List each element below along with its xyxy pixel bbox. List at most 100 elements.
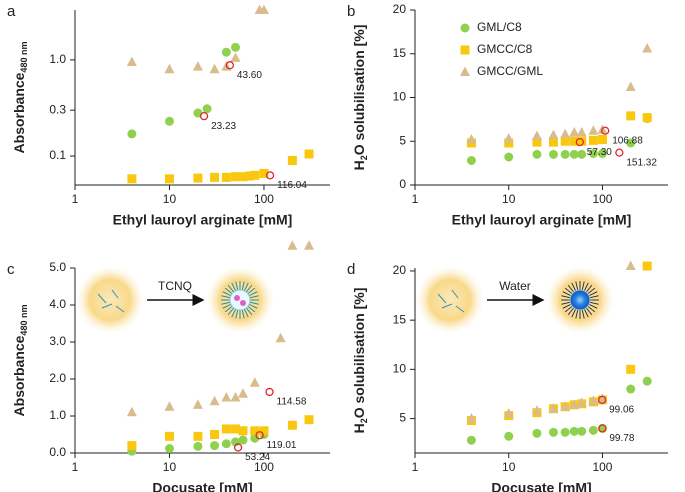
point xyxy=(466,435,476,445)
point xyxy=(259,426,269,436)
point xyxy=(250,433,260,443)
inset-blob xyxy=(416,266,484,334)
inset-surfactant xyxy=(585,307,593,316)
x-tick-label: 10 xyxy=(502,192,516,206)
y-axis-label: H2O solubilisation [%] xyxy=(351,288,370,434)
point xyxy=(192,399,203,409)
point xyxy=(230,52,241,62)
breakpoint-label: 114.58 xyxy=(277,397,307,408)
inset-surfactant xyxy=(567,284,575,293)
point xyxy=(238,388,249,398)
inset-surfactant xyxy=(221,295,231,299)
y-tick-label: 5.0 xyxy=(49,260,66,274)
x-tick-label: 10 xyxy=(163,460,177,474)
y-tick-label: 20 xyxy=(393,263,407,277)
inset-surfactant xyxy=(248,291,258,297)
x-axis-label: Docusate [mM] xyxy=(491,480,591,492)
inset-reagent: Water xyxy=(499,279,531,293)
point xyxy=(275,332,286,343)
y-tick-label: 1.0 xyxy=(49,408,66,422)
y-tick-label: 20 xyxy=(393,2,407,16)
inset-surfactant xyxy=(581,281,585,291)
point xyxy=(466,413,477,423)
inset-surfactant xyxy=(562,303,572,309)
inset-guest xyxy=(240,300,246,306)
breakpoint xyxy=(255,431,264,440)
point xyxy=(503,133,514,143)
y-tick-label: 5 xyxy=(399,411,406,425)
point xyxy=(504,152,514,162)
point xyxy=(164,116,174,126)
point xyxy=(532,428,542,438)
inset-core xyxy=(229,289,251,311)
breakpoint-label: 119.01 xyxy=(267,440,297,451)
point xyxy=(576,397,587,407)
point xyxy=(560,149,570,159)
point xyxy=(258,4,269,14)
point xyxy=(193,441,203,451)
inset-surfactant xyxy=(583,308,589,318)
x-tick-label: 10 xyxy=(163,192,177,206)
panel: d 1 10 100 5 10 15 20 Docusate [mM] H2O solubilis… xyxy=(347,260,668,492)
y-tick-label: 0.1 xyxy=(49,148,66,162)
point xyxy=(221,392,232,402)
point xyxy=(626,111,636,121)
breakpoint-label: 57.30 xyxy=(587,147,612,158)
x-axis-label: Ethyl lauroyl arginate [mM] xyxy=(113,212,293,228)
inset-surfactant xyxy=(567,307,575,316)
point xyxy=(597,149,607,158)
inset-surfactant xyxy=(222,291,232,297)
point xyxy=(569,136,579,146)
point xyxy=(221,172,231,182)
legend-marker xyxy=(460,45,470,55)
point xyxy=(577,426,587,436)
inset-surfactant xyxy=(241,309,245,319)
point xyxy=(164,431,174,441)
legend-label: GMCC/GML xyxy=(477,64,543,78)
inset-surfactant xyxy=(588,303,598,309)
point xyxy=(221,47,231,57)
breakpoint-label: 23.23 xyxy=(211,121,236,132)
point xyxy=(588,135,598,145)
x-tick-label: 1 xyxy=(412,460,419,474)
inset-guest xyxy=(234,295,240,301)
y-axis-label-part: H xyxy=(351,423,367,433)
y-tick-label: 10 xyxy=(393,90,407,104)
point xyxy=(642,261,652,271)
panel: b 1 10 100 0 5 10 15 20 Ethyl lauroyl arginate [m… xyxy=(347,2,668,228)
point xyxy=(532,149,542,159)
y-tick-label: 15 xyxy=(393,46,407,60)
breakpoint-label: 99.06 xyxy=(609,405,634,416)
point xyxy=(531,405,542,415)
x-tick-label: 1 xyxy=(72,460,79,474)
point xyxy=(238,435,248,445)
point xyxy=(249,377,260,387)
point xyxy=(202,104,212,114)
point xyxy=(127,174,137,184)
y-axis-label-part: O solubilisation [%] xyxy=(351,25,367,156)
breakpoint xyxy=(598,424,607,433)
inset-surfactant xyxy=(588,291,598,297)
y-tick-label: 5 xyxy=(399,133,406,147)
point xyxy=(626,364,636,374)
point xyxy=(625,81,636,91)
point xyxy=(164,174,174,184)
point xyxy=(569,426,579,436)
point xyxy=(250,426,260,436)
point xyxy=(230,392,241,402)
point xyxy=(231,172,241,182)
point xyxy=(569,149,579,159)
point xyxy=(164,401,175,411)
breakpoint-label: 43.60 xyxy=(237,70,262,81)
point xyxy=(287,155,297,165)
y-tick-label: 0 xyxy=(399,177,406,191)
point xyxy=(164,444,174,454)
inset-surfactant xyxy=(245,284,253,293)
x-tick-label: 100 xyxy=(592,192,612,206)
inset-molecule xyxy=(111,289,119,299)
point xyxy=(548,427,558,437)
point xyxy=(304,240,315,250)
point xyxy=(532,137,542,147)
inset-surfactant xyxy=(224,305,233,313)
point xyxy=(597,135,607,144)
